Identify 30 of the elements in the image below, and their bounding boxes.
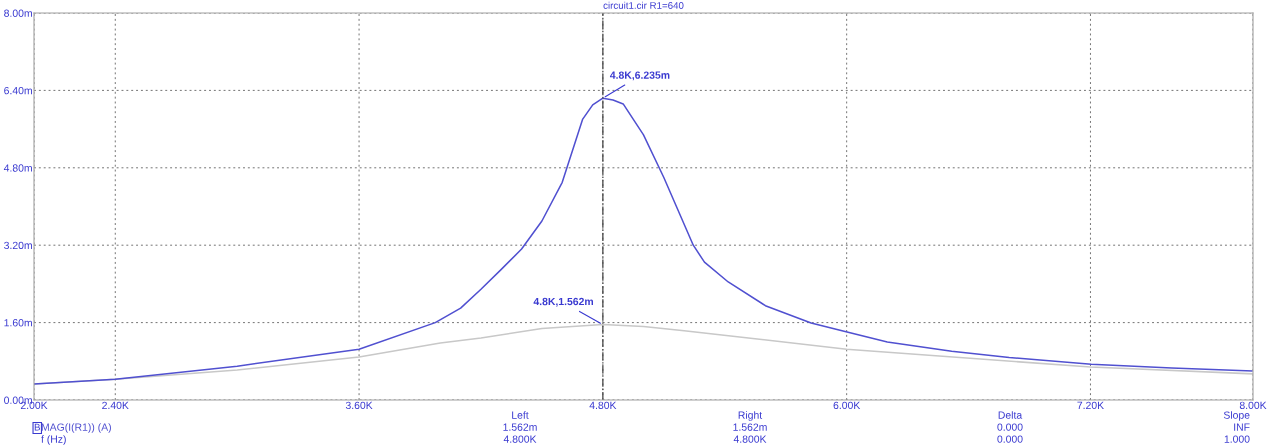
x-tick-label: 2.40K [102,401,129,410]
y-tick-label: 6.40m [4,86,32,95]
y-tick-label: 1.60m [4,319,32,327]
annotation: 4.8K,6.235m [609,71,670,81]
text: 0.000 [997,435,1023,443]
x-tick-label: 4.80K [589,401,617,410]
x-tick-label: 3.60K [345,401,373,410]
text: Delta [998,411,1023,419]
text: 1.562m [733,423,767,431]
text: 1.000 [1224,435,1250,443]
x-axis-title: f (Hz) [41,435,66,445]
text: B [34,423,40,431]
text: 1.562m [503,423,537,431]
y-tick-label: 3.20m [4,241,32,250]
line-series [34,97,1253,385]
x-tick-label: 8.00K [1239,401,1267,410]
text: 4.800K [503,435,537,443]
annotation: 4.8K,1.562m [533,297,593,307]
text: Slope [1223,411,1250,421]
y-tick-label: 8.00m [4,9,32,17]
y-tick-label: 4.80m [3,164,32,172]
text: Right [738,411,763,421]
chart-title: circuit1.cir R1=640 [603,1,684,9]
x-tick-label: 6.00K [833,401,861,410]
text: 4.800K [733,435,767,443]
text: INF [1234,423,1250,431]
text: MAG(I(R1)) (A) [41,423,111,433]
x-tick-label: 7.20K [1077,401,1104,410]
text: Left [512,411,529,419]
text: 0.000 [997,423,1023,431]
